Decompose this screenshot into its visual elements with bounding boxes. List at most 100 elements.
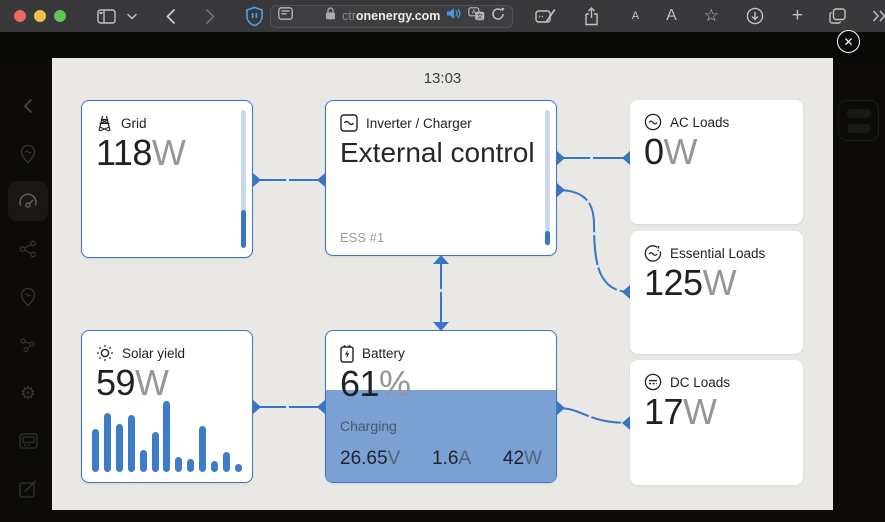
- battery-soc: 61%: [340, 363, 411, 404]
- location-pin-icon[interactable]: [8, 134, 48, 174]
- essential-loads-icon: [644, 245, 662, 262]
- topology-nodes-icon[interactable]: [8, 325, 48, 365]
- dc-loads-power: 17W: [644, 391, 717, 432]
- solar-bar-chart: [92, 390, 242, 472]
- close-overlay-button[interactable]: ✕: [837, 30, 860, 53]
- inverter-card[interactable]: Inverter / Charger External control ESS …: [325, 100, 557, 256]
- ac-loads-icon: [644, 113, 662, 131]
- solar-bar: [222, 452, 230, 472]
- grid-card[interactable]: Grid 118W: [81, 100, 253, 258]
- settings-gear-icon[interactable]: ⚙: [19, 382, 37, 403]
- dashboard-gauge-icon[interactable]: [8, 181, 48, 221]
- url-text: ctronenergy.com: [342, 9, 441, 23]
- grid-card-label: Grid: [121, 115, 147, 131]
- solar-card-label: Solar yield: [122, 345, 186, 361]
- battery-power: 42W: [502, 448, 542, 469]
- inverter-card-header: Inverter / Charger: [326, 101, 556, 134]
- solar-bar: [187, 458, 195, 472]
- page-header-strip: [0, 32, 885, 58]
- hidden-toggles-icon: [838, 100, 879, 141]
- solar-bar: [92, 428, 99, 472]
- battery-icon: [340, 345, 354, 363]
- battery-stats: 26.65V 1.6A 42W: [326, 448, 556, 470]
- solar-bar: [211, 461, 219, 472]
- battery-status: Charging: [340, 417, 397, 434]
- solar-card[interactable]: Solar yield 59W: [81, 330, 253, 483]
- ac-loads-card[interactable]: AC Loads 0W: [630, 100, 803, 224]
- inverter-icon: [340, 114, 358, 132]
- window-zoom-button[interactable]: [54, 10, 66, 22]
- solar-bar: [127, 415, 135, 472]
- reader-icon[interactable]: [278, 7, 293, 25]
- chevron-down-icon[interactable]: [120, 4, 144, 28]
- font-smaller-button[interactable]: A: [631, 10, 640, 22]
- solar-bar: [175, 457, 183, 472]
- battery-voltage: 26.65V: [340, 448, 401, 469]
- inverter-card-label: Inverter / Charger: [366, 115, 472, 131]
- share-nodes-icon[interactable]: [8, 229, 48, 269]
- dc-loads-card-label: DC Loads: [670, 374, 731, 390]
- essential-loads-power: 125W: [644, 262, 737, 303]
- window-close-button[interactable]: [14, 10, 26, 22]
- ac-loads-card-label: AC Loads: [670, 114, 730, 130]
- grid-scrollbar-track: [241, 110, 246, 248]
- reload-icon[interactable]: [491, 7, 506, 26]
- battery-card-label: Battery: [362, 346, 405, 361]
- solar-bar: [199, 426, 207, 472]
- vrm-sidebar: ⚙: [0, 32, 52, 522]
- vrm-page-background: ✕ ⚙: [0, 30, 885, 522]
- more-chevrons-icon[interactable]: [867, 4, 885, 28]
- essential-loads-card-label: Essential Loads: [670, 245, 766, 261]
- inverter-note: ESS #1: [340, 230, 385, 245]
- sidebar-toggle-icon[interactable]: [94, 4, 118, 28]
- solar-bar: [234, 463, 242, 472]
- location-pin-wave-icon[interactable]: [8, 277, 48, 317]
- tabs-icon[interactable]: [825, 4, 849, 28]
- dc-loads-card[interactable]: DC Loads 17W: [630, 360, 803, 485]
- inverter-scrollbar-thumb[interactable]: [545, 231, 550, 245]
- svg-text:A: A: [472, 8, 477, 16]
- solar-bar: [163, 400, 171, 472]
- forward-icon[interactable]: [198, 4, 222, 28]
- remote-console-icon[interactable]: [8, 421, 48, 461]
- inverter-scrollbar-track: [545, 110, 550, 246]
- lock-icon: [325, 7, 336, 25]
- dc-loads-card-header: DC Loads: [630, 360, 803, 393]
- essential-loads-card-header: Essential Loads: [630, 231, 803, 264]
- battery-current: 1.6A: [432, 448, 472, 469]
- inverter-mode: External control: [340, 137, 535, 168]
- battery-card-header: Battery: [326, 331, 556, 365]
- new-tab-plus-icon[interactable]: +: [791, 5, 803, 26]
- solar-bar: [151, 431, 159, 472]
- edit-pencil-icon[interactable]: [8, 469, 48, 509]
- solar-bar: [115, 424, 123, 472]
- battery-fill: [326, 389, 556, 482]
- ac-loads-power: 0W: [644, 131, 698, 172]
- share-icon[interactable]: [579, 4, 603, 28]
- solar-power: 59W: [96, 362, 169, 403]
- star-icon[interactable]: ☆: [703, 6, 720, 25]
- back-icon[interactable]: [158, 4, 182, 28]
- chevron-left-icon[interactable]: [8, 86, 48, 126]
- font-larger-button[interactable]: A: [666, 7, 677, 24]
- shield-pause-icon[interactable]: [242, 4, 266, 28]
- essential-loads-card[interactable]: Essential Loads 125W: [630, 231, 803, 354]
- dc-loads-icon: [644, 373, 662, 391]
- compose-icon[interactable]: [533, 4, 557, 28]
- solar-bar: [103, 412, 111, 472]
- download-icon[interactable]: [743, 4, 767, 28]
- grid-pylon-icon: [98, 115, 111, 132]
- grid-power: 118W: [96, 132, 186, 173]
- speaker-icon[interactable]: [446, 7, 462, 25]
- sun-icon: [97, 345, 113, 361]
- battery-card[interactable]: Battery 61% Charging 26.65V 1.6A 42W: [325, 330, 557, 483]
- solar-card-header: Solar yield: [82, 331, 252, 364]
- window-minimize-button[interactable]: [34, 10, 46, 22]
- grid-scrollbar-thumb[interactable]: [241, 210, 246, 248]
- solar-bar: [139, 449, 147, 472]
- grid-card-header: Grid: [82, 101, 252, 134]
- traffic-lights: [14, 10, 66, 22]
